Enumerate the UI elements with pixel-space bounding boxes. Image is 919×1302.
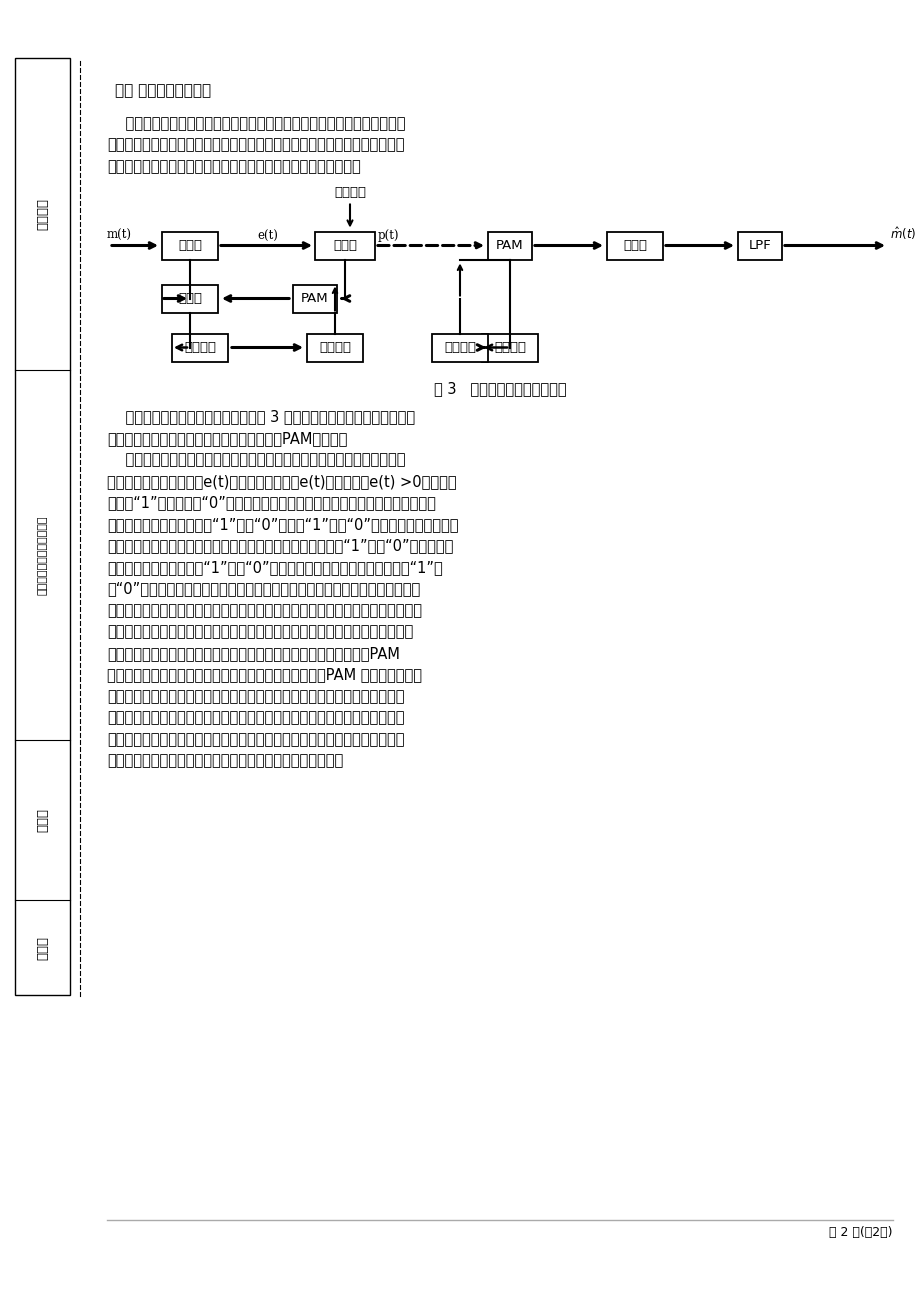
Text: 半滑电路: 半滑电路 bbox=[494, 341, 526, 354]
FancyBboxPatch shape bbox=[162, 232, 218, 259]
FancyBboxPatch shape bbox=[482, 333, 538, 362]
Text: 相减器: 相减器 bbox=[177, 240, 202, 253]
Text: 连“0”码越多，检测器输出的脉冲宽度就越宽。然后，将这个输出脉冲加到平滑: 连“0”码越多，检测器输出的脉冲宽度就越宽。然后，将这个输出脉冲加到平滑 bbox=[107, 582, 420, 596]
Text: 姓名：: 姓名： bbox=[36, 936, 49, 960]
Text: e(t): e(t) bbox=[256, 229, 278, 242]
Text: 了数字检测电路、平滑电路和脉冲幅度调制（PAM）电路。: 了数字检测电路、平滑电路和脉冲幅度调制（PAM）电路。 bbox=[107, 431, 347, 447]
Text: 数字压扩增量调制的原理框图如上图 3 所示，与增量调制相比这里只增加: 数字压扩增量调制的原理框图如上图 3 所示，与增量调制相比这里只增加 bbox=[107, 410, 414, 424]
FancyBboxPatch shape bbox=[314, 232, 375, 259]
Text: 码输出的信号中就会出现连“1”或连“0”码，连“1”或连“0”码越多，说明信号的斜: 码输出的信号中就会出现连“1”或连“0”码，连“1”或连“0”码越多，说明信号的… bbox=[107, 517, 458, 533]
Text: 器输出“1”，反之输出“0”这样就形成了二进制序列。若输入信号的斜率很大，编: 器输出“1”，反之输出“0”这样就形成了二进制序列。若输入信号的斜率很大，编 bbox=[107, 496, 436, 510]
Text: 图 3   数字压扩增量调制原理图: 图 3 数字压扩增量调制原理图 bbox=[433, 381, 566, 397]
Text: 其电压的幅度与话音信号的平均斜率成正比。在这个电压的作用下，PAM: 其电压的幅度与话音信号的平均斜率成正比。在这个电压的作用下，PAM bbox=[107, 646, 400, 661]
Text: 积分器: 积分器 bbox=[622, 240, 646, 253]
Text: $\hat{m}(t)$: $\hat{m}(t)$ bbox=[889, 224, 915, 241]
Text: 判决器: 判决器 bbox=[333, 240, 357, 253]
Text: PAM: PAM bbox=[301, 292, 328, 305]
Text: PAM: PAM bbox=[495, 240, 523, 253]
Text: 在数字压扩增量调制中，将传输的模拟信号输入到减法器与本地译码器的: 在数字压扩增量调制中，将传输的模拟信号输入到减法器与本地译码器的 bbox=[107, 453, 405, 467]
Text: p(t): p(t) bbox=[378, 229, 399, 242]
FancyBboxPatch shape bbox=[607, 232, 663, 259]
Text: 就越高，反之就越低。这就相当于本地译码输出信号的量化阶随控制电压的大: 就越高，反之就越低。这就相当于本地译码输出信号的量化阶随控制电压的大 bbox=[107, 689, 404, 704]
Text: 半滑电路: 半滑电路 bbox=[184, 341, 216, 354]
Text: 自适应增量调制，数字压扩增量调制就是自适应增量调制的一种。: 自适应增量调制，数字压扩增量调制就是自适应增量调制的一种。 bbox=[107, 159, 360, 174]
FancyBboxPatch shape bbox=[172, 333, 228, 362]
Text: 第 2 页(共2页): 第 2 页(共2页) bbox=[829, 1226, 892, 1240]
Text: 学号：: 学号： bbox=[36, 809, 49, 832]
FancyBboxPatch shape bbox=[162, 285, 218, 312]
FancyBboxPatch shape bbox=[307, 333, 363, 362]
Text: 二、 数字压扩增量调制: 二、 数字压扩增量调制 bbox=[115, 83, 210, 98]
Text: 当它检测到一定长度的连“1”或连“0”码时，就输出一定宽度的脉冲，连连“1”或: 当它检测到一定长度的连“1”或连“0”码时，就输出一定宽度的脉冲，连连“1”或 bbox=[107, 560, 442, 575]
Text: 统就会过载。为了克服这一缺点希望量化阶随输入信号的变化而变化，这就是: 统就会过载。为了克服这一缺点希望量化阶随输入信号的变化而变化，这就是 bbox=[107, 138, 404, 152]
Text: 专业班级: 专业班级 bbox=[36, 198, 49, 230]
Text: 数字检测: 数字检测 bbox=[444, 341, 475, 354]
Text: 不变的，在不同的音节内才变化。图中的低通滤波器是滤除本地译码输出信号: 不变的，在不同的音节内才变化。图中的低通滤波器是滤除本地译码输出信号 bbox=[107, 732, 404, 747]
Text: 中的高频谐波，使输出更加平滑，更加逆近原来的模拟信号。: 中的高频谐波，使输出更加平滑，更加逆近原来的模拟信号。 bbox=[107, 754, 343, 768]
Text: 电路进行音节平均。平滑电路实际上是一个积分电路，它的时间常数与话音信号的: 电路进行音节平均。平滑电路实际上是一个积分电路，它的时间常数与话音信号的 bbox=[107, 603, 422, 618]
FancyBboxPatch shape bbox=[487, 232, 531, 259]
Text: 的输出相减得到差值信号e(t)，判决器用来判断e(t)的正负，当e(t) >0时，判决: 的输出相减得到差值信号e(t)，判决器用来判断e(t)的正负，当e(t) >0时… bbox=[107, 474, 456, 490]
FancyBboxPatch shape bbox=[292, 285, 336, 312]
Text: 数字检测: 数字检测 bbox=[319, 341, 351, 354]
Text: 积分器: 积分器 bbox=[177, 292, 202, 305]
Text: 抽样脉冲: 抽样脉冲 bbox=[334, 186, 366, 199]
FancyBboxPatch shape bbox=[737, 232, 781, 259]
FancyBboxPatch shape bbox=[15, 59, 70, 995]
Text: 在增量调制中，量化阶距是固定不变的。当输入信号出现剑烈变化时，系: 在增量调制中，量化阶距是固定不变的。当输入信号出现剑烈变化时，系 bbox=[107, 116, 405, 132]
FancyBboxPatch shape bbox=[432, 333, 487, 362]
Text: 小线性变化。由于控制电压在音节内已被平滑，因此可以认为在一个音节内是: 小线性变化。由于控制电压在音节内已被平滑，因此可以认为在一个音节内是 bbox=[107, 711, 404, 725]
Text: 使输入端的数字码流脉冲幅度得到加权。控制电压越大，PAM 输出的脉冲幅度: 使输入端的数字码流脉冲幅度得到加权。控制电压越大，PAM 输出的脉冲幅度 bbox=[107, 668, 422, 682]
Text: LPF: LPF bbox=[748, 240, 770, 253]
Text: 音节相近。因此，它的输出信号是一个以音节为时间常数缓慢变化的控制电压，: 音节相近。因此，它的输出信号是一个以音节为时间常数缓慢变化的控制电压， bbox=[107, 625, 413, 639]
Text: 率就越大。数字检测器的作用就是检测数字检测器用于检测连“1”或连“0”码的长度。: 率就越大。数字检测器的作用就是检测数字检测器用于检测连“1”或连“0”码的长度。 bbox=[107, 539, 453, 553]
Text: m(t): m(t) bbox=[107, 228, 131, 241]
Text: 装订（答题不得超过此线）: 装订（答题不得超过此线） bbox=[38, 516, 48, 595]
